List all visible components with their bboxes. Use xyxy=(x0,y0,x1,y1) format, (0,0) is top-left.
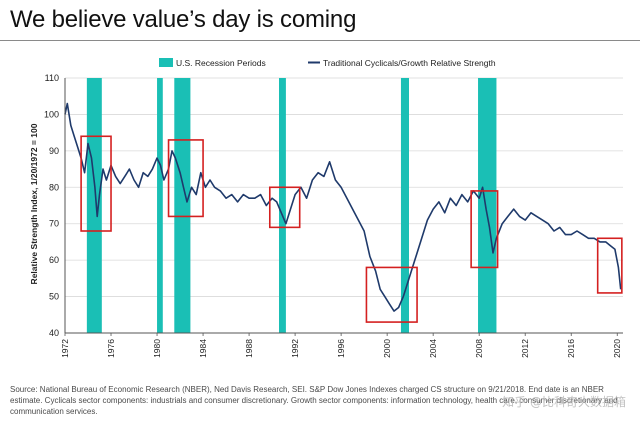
x-tick-label: 1980 xyxy=(152,339,162,358)
highlight-box xyxy=(80,135,112,232)
x-tick-label: 1972 xyxy=(60,339,70,358)
y-tick-label: 90 xyxy=(49,146,59,156)
recession-band xyxy=(86,78,102,333)
x-tick-label: 1996 xyxy=(336,339,346,358)
y-tick-label: 50 xyxy=(49,292,59,302)
y-tick-label: 110 xyxy=(45,73,59,83)
y-tick-label: 60 xyxy=(49,255,59,265)
title-divider xyxy=(0,40,640,41)
y-axis-label: Relative Strength Index, 1/20/1972 = 100 xyxy=(29,123,39,284)
recession-band xyxy=(478,78,497,333)
series-line-relative-strength xyxy=(64,102,622,312)
axes: 40 50 60 70 80 90 100 110 1972 1976 1980 1984 1988 19… xyxy=(44,73,623,358)
y-tick-label: 100 xyxy=(44,109,59,119)
source-note: Source: National Bureau of Economic Rese… xyxy=(10,385,618,416)
x-tick-label: 1984 xyxy=(198,339,208,358)
x-tick-label: 2016 xyxy=(566,339,576,358)
y-tick-label: 40 xyxy=(49,328,59,338)
series-layer xyxy=(64,102,622,312)
highlight-box xyxy=(365,266,418,323)
highlight-box xyxy=(470,190,499,269)
x-tick-label: 1988 xyxy=(244,339,254,358)
relative-strength-chart: 40 50 60 70 80 90 100 110 1972 1976 1980 1984 1988 19… xyxy=(29,58,623,358)
x-tick-label: 2020 xyxy=(612,339,622,358)
x-tick-label: 2012 xyxy=(520,339,530,358)
grid-lines xyxy=(65,77,623,334)
recession-band xyxy=(157,78,163,333)
highlight-box xyxy=(268,186,301,229)
x-tick-label: 2008 xyxy=(474,339,484,358)
recession-band xyxy=(278,78,286,333)
y-tick-label: 80 xyxy=(49,182,59,192)
recession-band xyxy=(400,78,410,333)
legend-swatch-recession xyxy=(159,58,173,67)
x-tick-label: 1976 xyxy=(106,339,116,358)
x-tick-label: 1992 xyxy=(290,339,300,358)
page-title: We believe value’s day is coming xyxy=(10,6,357,33)
highlight-box xyxy=(167,139,204,218)
highlight-box xyxy=(596,237,623,294)
recession-band xyxy=(174,78,191,333)
highlight-boxes xyxy=(80,135,623,323)
watermark: 知乎 @比科奇大数据箱 xyxy=(502,395,626,409)
legend-label-relative-strength: Traditional Cyclicals/Growth Relative St… xyxy=(323,58,496,68)
y-tick-label: 70 xyxy=(49,219,59,229)
recession-bands xyxy=(86,78,497,333)
x-tick-label: 2004 xyxy=(428,339,438,358)
legend-label-recession: U.S. Recession Periods xyxy=(176,58,266,68)
legend: U.S. Recession Periods Traditional Cyclic… xyxy=(159,58,496,68)
x-tick-label: 2000 xyxy=(382,339,392,358)
